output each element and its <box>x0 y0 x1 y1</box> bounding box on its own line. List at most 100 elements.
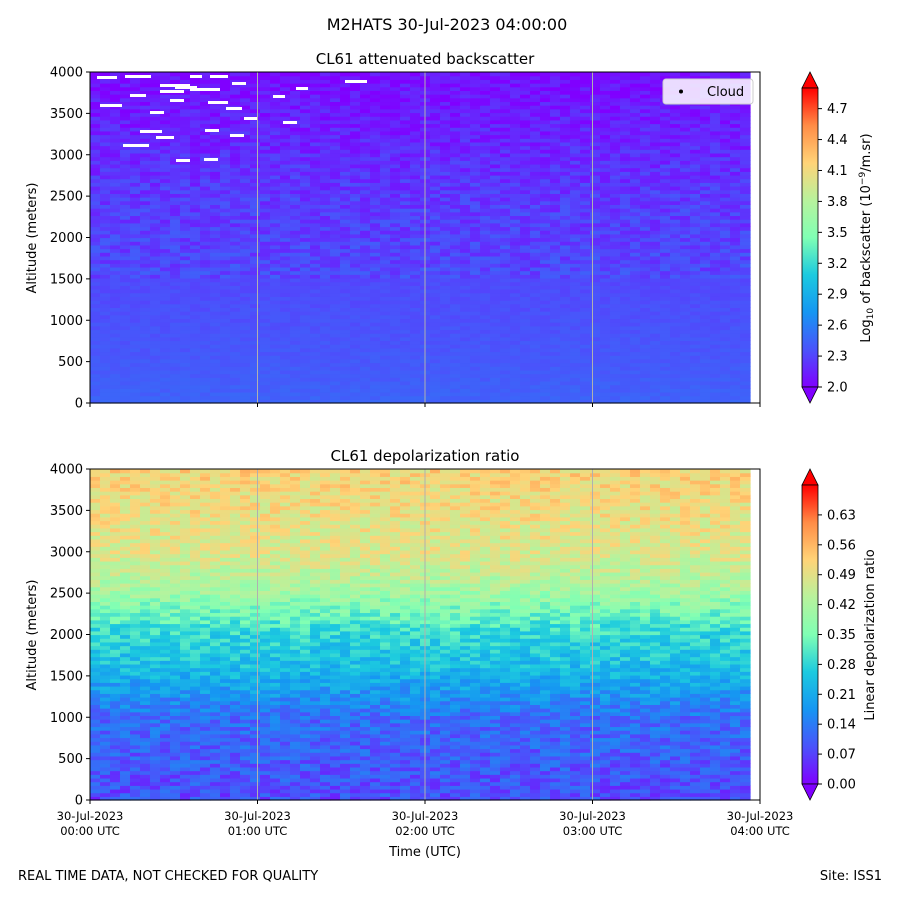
heatmap-cell <box>650 270 661 275</box>
heatmap-cell <box>610 174 621 180</box>
heatmap-cell <box>460 270 471 275</box>
heatmap-cell <box>160 355 171 360</box>
heatmap-cell <box>220 215 231 220</box>
heatmap-cell <box>510 288 521 294</box>
heatmap-cell <box>120 222 131 228</box>
heatmap-cell <box>130 160 141 165</box>
heatmap-cell <box>700 204 711 209</box>
heatmap-cell <box>550 281 561 286</box>
heatmap-cell <box>260 314 271 320</box>
heatmap-cell <box>550 174 561 180</box>
heatmap-cell <box>100 255 111 261</box>
heatmap-cell <box>250 189 261 194</box>
heatmap-cell <box>490 336 501 342</box>
heatmap-cell <box>410 186 421 191</box>
heatmap-cell <box>220 336 231 342</box>
heatmap-cell <box>190 241 201 246</box>
heatmap-cell <box>310 369 321 375</box>
heatmap-cell <box>360 296 371 301</box>
heatmap-cell <box>200 300 211 305</box>
heatmap-cell <box>500 377 511 382</box>
heatmap-cell <box>540 362 551 367</box>
heatmap-cell <box>540 130 551 136</box>
heatmap-cell <box>580 171 591 176</box>
heatmap-cell <box>100 336 111 342</box>
heatmap-cell <box>250 329 261 334</box>
heatmap-cell <box>440 241 451 246</box>
heatmap-cell <box>290 259 301 264</box>
heatmap-cell <box>310 322 321 327</box>
heatmap-cell <box>480 163 491 169</box>
heatmap-cell <box>640 244 651 250</box>
heatmap-cell <box>640 336 651 342</box>
heatmap-cell <box>690 325 701 331</box>
heatmap-cell <box>610 391 621 397</box>
heatmap-cell <box>410 362 421 367</box>
heatmap-cell <box>540 145 551 150</box>
heatmap-cell <box>580 347 591 353</box>
heatmap-cell <box>270 373 281 378</box>
heatmap-cell <box>100 355 111 360</box>
heatmap-cell <box>690 285 701 290</box>
heatmap-cell <box>150 189 161 194</box>
heatmap-cell <box>180 141 191 147</box>
heatmap-cell <box>510 145 521 150</box>
heatmap-cell <box>410 351 421 356</box>
heatmap-cell <box>230 388 241 393</box>
heatmap-cell <box>570 259 581 264</box>
heatmap-cell <box>530 182 541 187</box>
heatmap-cell <box>160 380 171 386</box>
heatmap-cell <box>730 182 741 187</box>
heatmap-cell <box>460 163 471 169</box>
heatmap-cell <box>290 384 301 389</box>
heatmap-cell <box>440 296 451 301</box>
heatmap-cell <box>320 233 331 239</box>
heatmap-cell <box>150 167 161 172</box>
heatmap-cell <box>290 152 301 158</box>
heatmap-cell <box>350 193 361 198</box>
heatmap-cell <box>440 127 451 132</box>
heatmap-cell <box>240 259 251 264</box>
heatmap-cell <box>510 193 521 198</box>
heatmap-cell <box>120 336 131 342</box>
heatmap-cell <box>490 296 501 301</box>
heatmap-cell <box>360 252 371 257</box>
heatmap-cell <box>380 329 391 334</box>
heatmap-cell <box>90 263 101 268</box>
heatmap-cell <box>120 285 131 290</box>
heatmap-cell <box>380 303 391 308</box>
heatmap-cell <box>430 178 441 183</box>
heatmap-cell <box>230 296 241 301</box>
heatmap-cell <box>480 193 491 198</box>
heatmap-cell <box>160 377 171 382</box>
heatmap-cell <box>450 277 461 283</box>
heatmap-cell <box>720 329 731 334</box>
heatmap-cell <box>510 277 521 283</box>
heatmap-cell <box>340 285 351 290</box>
heatmap-cell <box>650 193 661 198</box>
heatmap-cell <box>680 193 691 198</box>
heatmap-cell <box>560 255 571 261</box>
heatmap-cell <box>130 329 141 334</box>
heatmap-cell <box>270 204 281 209</box>
heatmap-cell <box>470 130 481 136</box>
heatmap-cell <box>430 366 441 371</box>
heatmap-cell <box>740 138 751 143</box>
heatmap-cell <box>410 358 421 364</box>
heatmap-cell <box>150 399 161 404</box>
heatmap-cell <box>280 355 291 360</box>
heatmap-cell <box>610 384 621 389</box>
heatmap-cell <box>520 222 531 228</box>
heatmap-cell <box>90 318 101 323</box>
heatmap-cell <box>390 138 401 143</box>
heatmap-cell <box>510 388 521 393</box>
heatmap-cell <box>510 248 521 253</box>
heatmap-cell <box>540 127 551 132</box>
heatmap-cell <box>570 255 581 261</box>
heatmap-cell <box>690 388 701 393</box>
heatmap-cell <box>530 391 541 397</box>
heatmap-cell <box>400 200 411 205</box>
heatmap-cell <box>670 219 681 224</box>
heatmap-cell <box>310 197 321 202</box>
heatmap-cell <box>610 340 621 345</box>
